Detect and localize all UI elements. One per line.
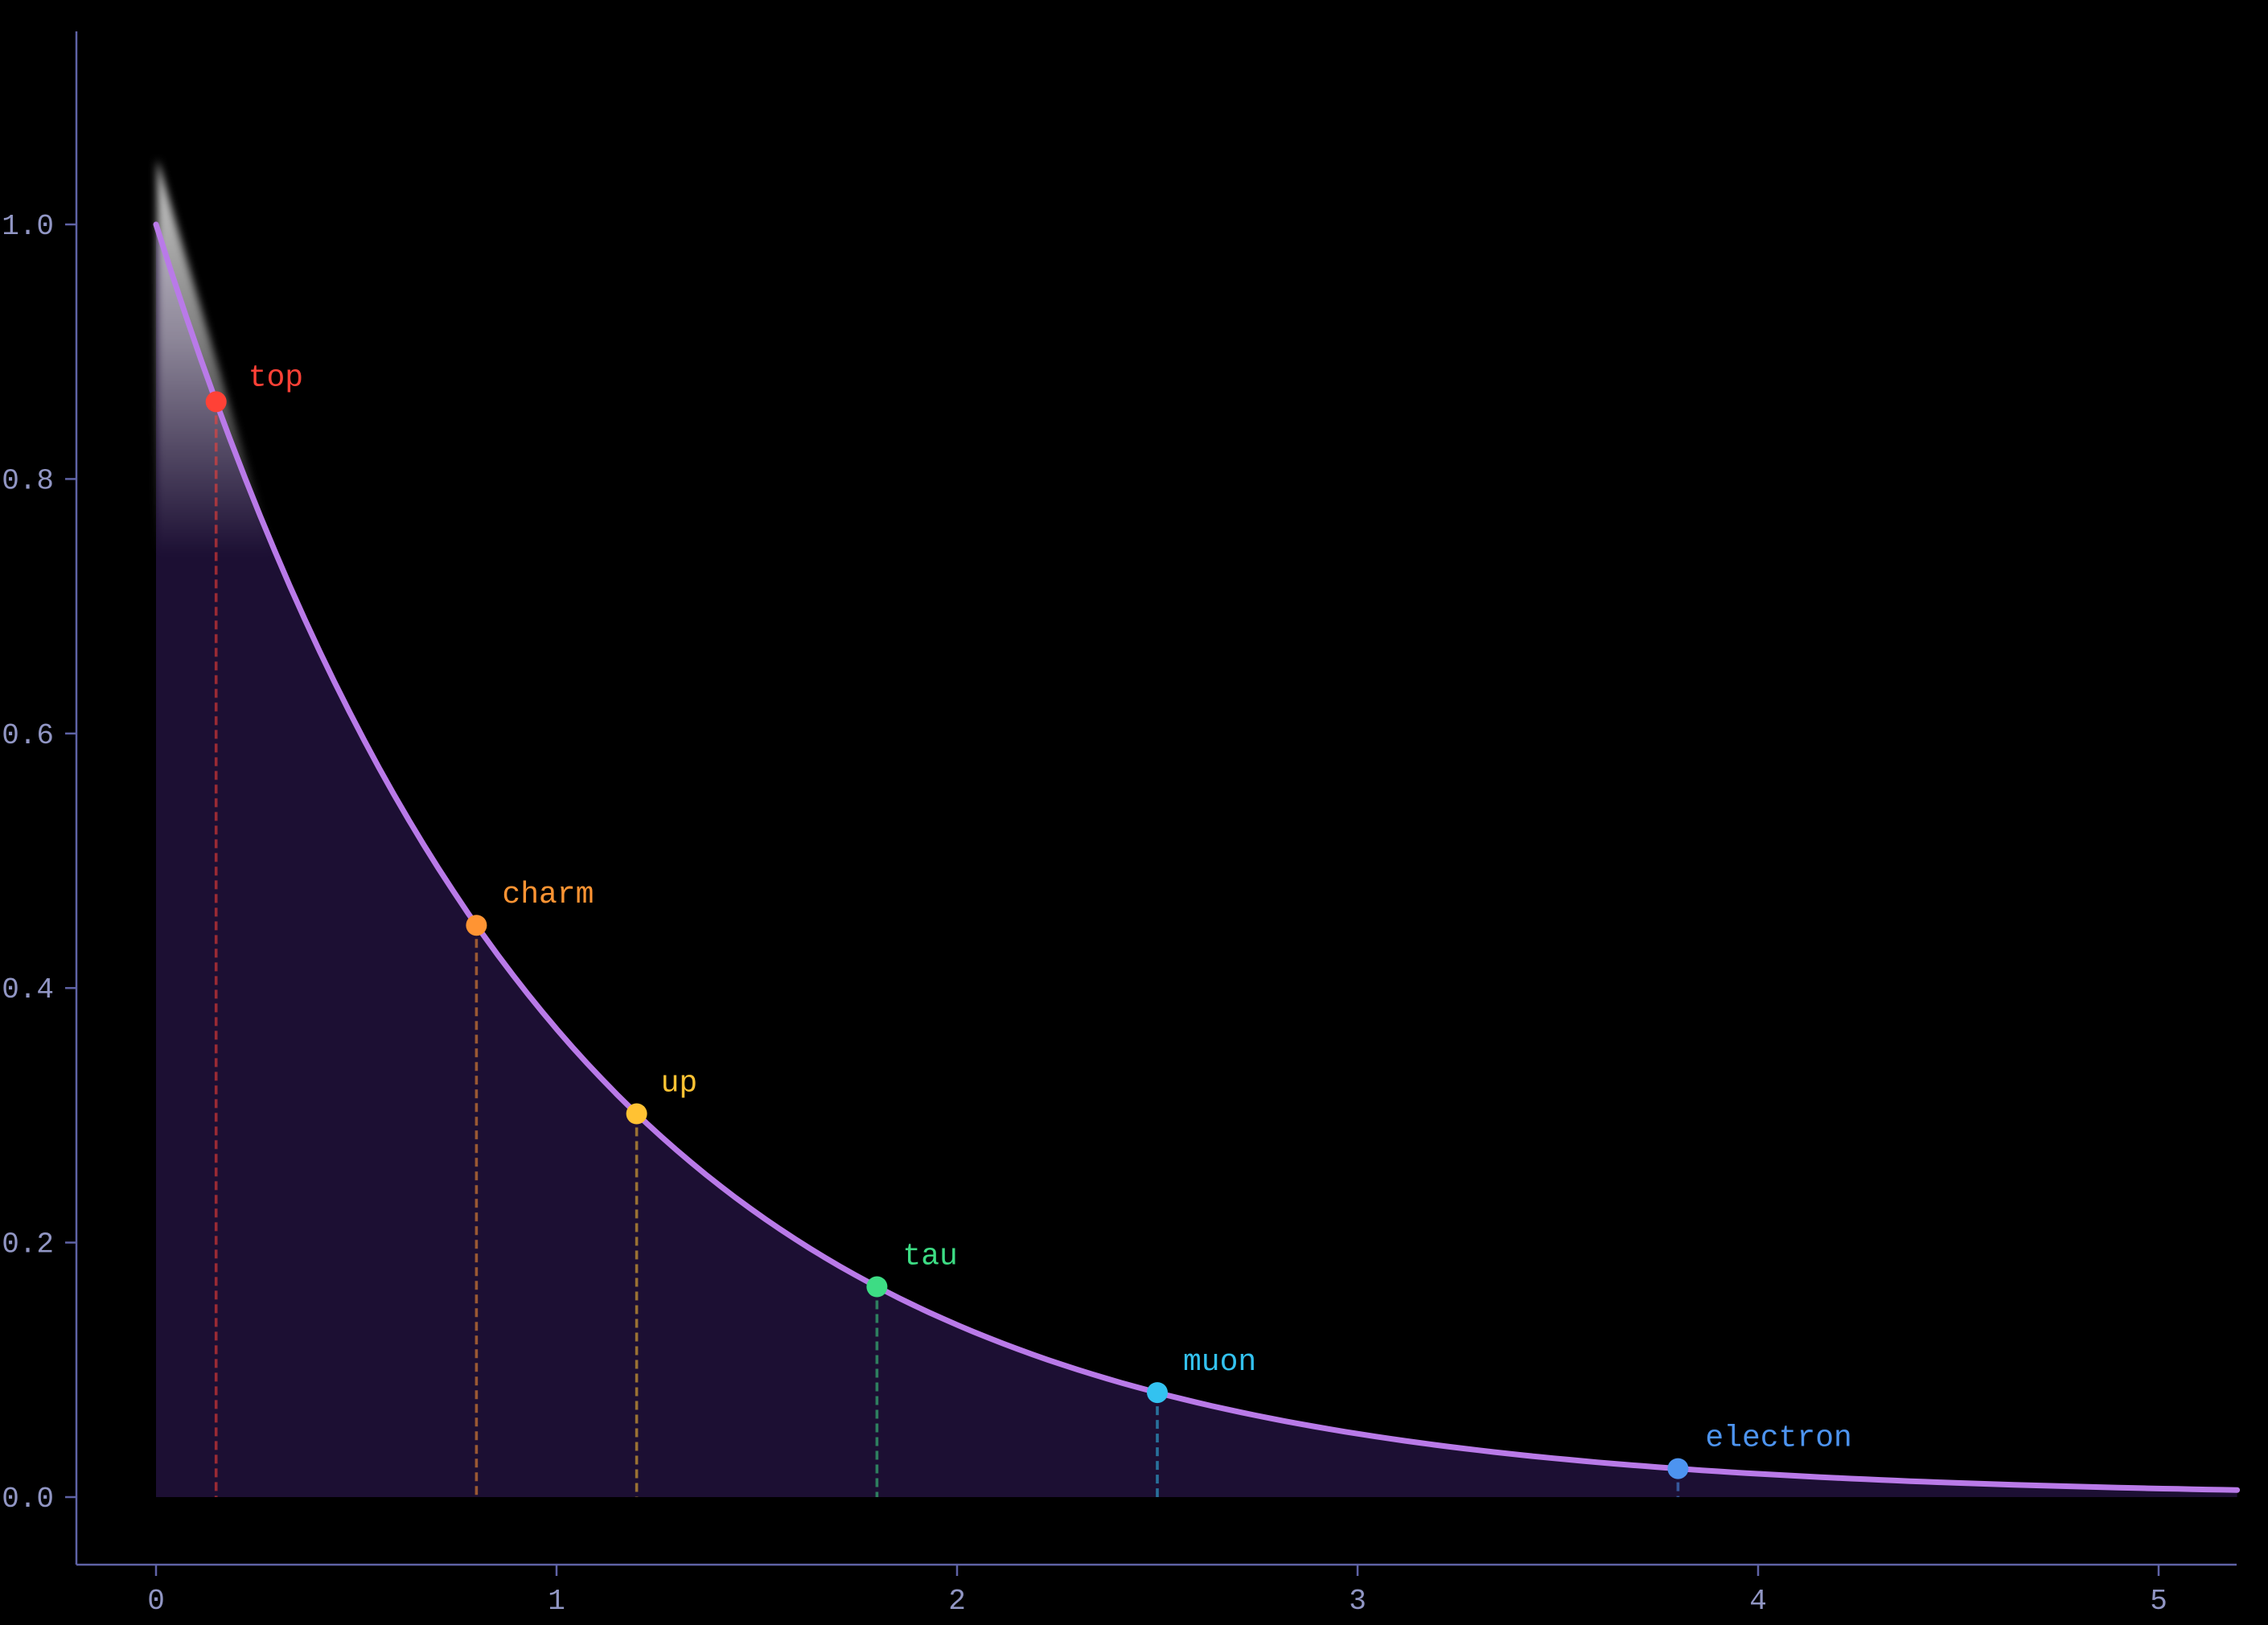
svg-text:5: 5	[2150, 1585, 2167, 1618]
svg-text:1: 1	[548, 1585, 565, 1618]
svg-text:electron: electron	[1705, 1421, 1851, 1456]
svg-text:0.4: 0.4	[2, 973, 54, 1006]
svg-text:0.2: 0.2	[2, 1228, 54, 1261]
svg-text:3: 3	[1349, 1585, 1366, 1618]
svg-text:top: top	[249, 360, 303, 395]
svg-text:0.6: 0.6	[2, 719, 54, 752]
svg-text:1.0: 1.0	[2, 210, 54, 243]
svg-text:0.8: 0.8	[2, 464, 54, 497]
svg-text:up: up	[661, 1067, 698, 1101]
svg-text:0: 0	[147, 1585, 165, 1618]
svg-text:4: 4	[1749, 1585, 1767, 1618]
svg-text:2: 2	[948, 1585, 966, 1618]
svg-text:muon: muon	[1183, 1345, 1256, 1380]
svg-text:charm: charm	[502, 878, 594, 912]
svg-text:tau: tau	[902, 1240, 957, 1274]
svg-text:0.0: 0.0	[2, 1483, 54, 1516]
